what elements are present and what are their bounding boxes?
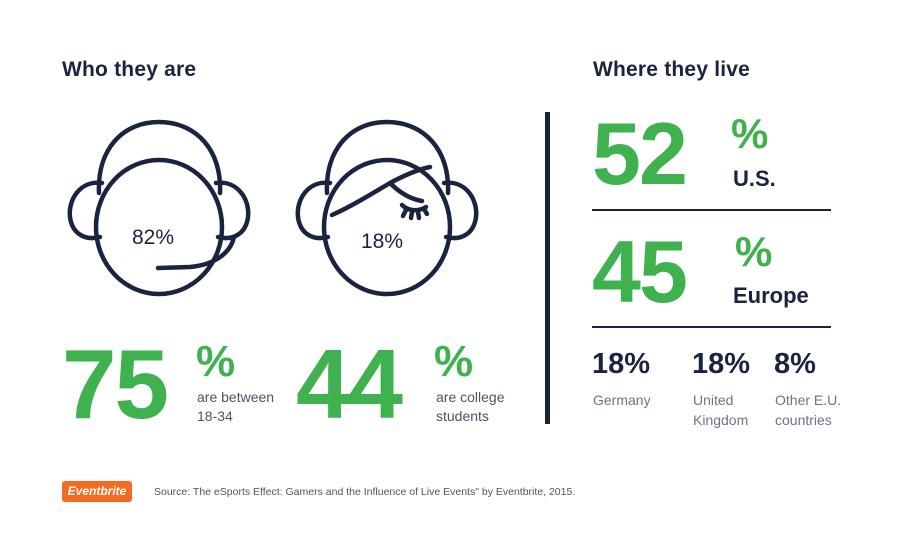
age-stat-unit: % bbox=[196, 337, 236, 386]
breakdown-other-eu-line2: countries bbox=[775, 412, 832, 428]
breakdown-uk-pct: 18% bbox=[692, 348, 751, 380]
horizontal-divider-2 bbox=[592, 326, 831, 328]
male-percentage: 82% bbox=[132, 226, 175, 249]
college-stat-value: 44 bbox=[296, 329, 403, 439]
breakdown-germany-pct: 18% bbox=[592, 348, 651, 380]
college-stat-label-line1: are college bbox=[436, 389, 505, 405]
us-stat-value: 52 bbox=[592, 104, 688, 203]
where-title: Where they live bbox=[593, 58, 751, 81]
college-stat-label-line2: students bbox=[436, 408, 489, 424]
breakdown-other-eu-pct: 8% bbox=[774, 348, 816, 380]
male-gamer-headset-icon bbox=[67, 119, 251, 297]
female-percentage: 18% bbox=[361, 230, 404, 253]
breakdown-other-eu-line1: Other E.U. bbox=[775, 392, 842, 408]
age-stat-value: 75 bbox=[62, 329, 169, 439]
breakdown-germany-label: Germany bbox=[593, 390, 651, 410]
europe-stat-unit: % bbox=[735, 228, 773, 275]
breakdown-uk-line2: Kingdom bbox=[693, 412, 749, 428]
us-stat-unit: % bbox=[731, 110, 769, 157]
eventbrite-logo: Eventbrite bbox=[62, 481, 132, 502]
female-gamer-headset-icon bbox=[295, 119, 479, 297]
source-citation: Source: The eSports Effect: Gamers and t… bbox=[154, 486, 576, 498]
europe-stat-value: 45 bbox=[592, 222, 688, 321]
breakdown-uk-line1: United bbox=[693, 392, 734, 408]
us-stat-label: U.S. bbox=[733, 166, 776, 191]
college-stat-label: are college students bbox=[436, 388, 505, 426]
college-stat-unit: % bbox=[434, 337, 474, 386]
horizontal-divider-1 bbox=[592, 209, 831, 211]
age-stat-label-line2: 18-34 bbox=[197, 408, 233, 424]
breakdown-other-eu-label: Other E.U. countries bbox=[775, 390, 841, 430]
breakdown-uk-label: United Kingdom bbox=[693, 390, 748, 430]
age-stat-label: are between 18-34 bbox=[197, 388, 274, 426]
breakdown-germany-line1: Germany bbox=[593, 392, 651, 408]
europe-stat-label: Europe bbox=[733, 283, 809, 308]
who-title: Who they are bbox=[62, 58, 197, 81]
age-stat-label-line1: are between bbox=[197, 389, 275, 405]
vertical-divider bbox=[545, 112, 550, 424]
